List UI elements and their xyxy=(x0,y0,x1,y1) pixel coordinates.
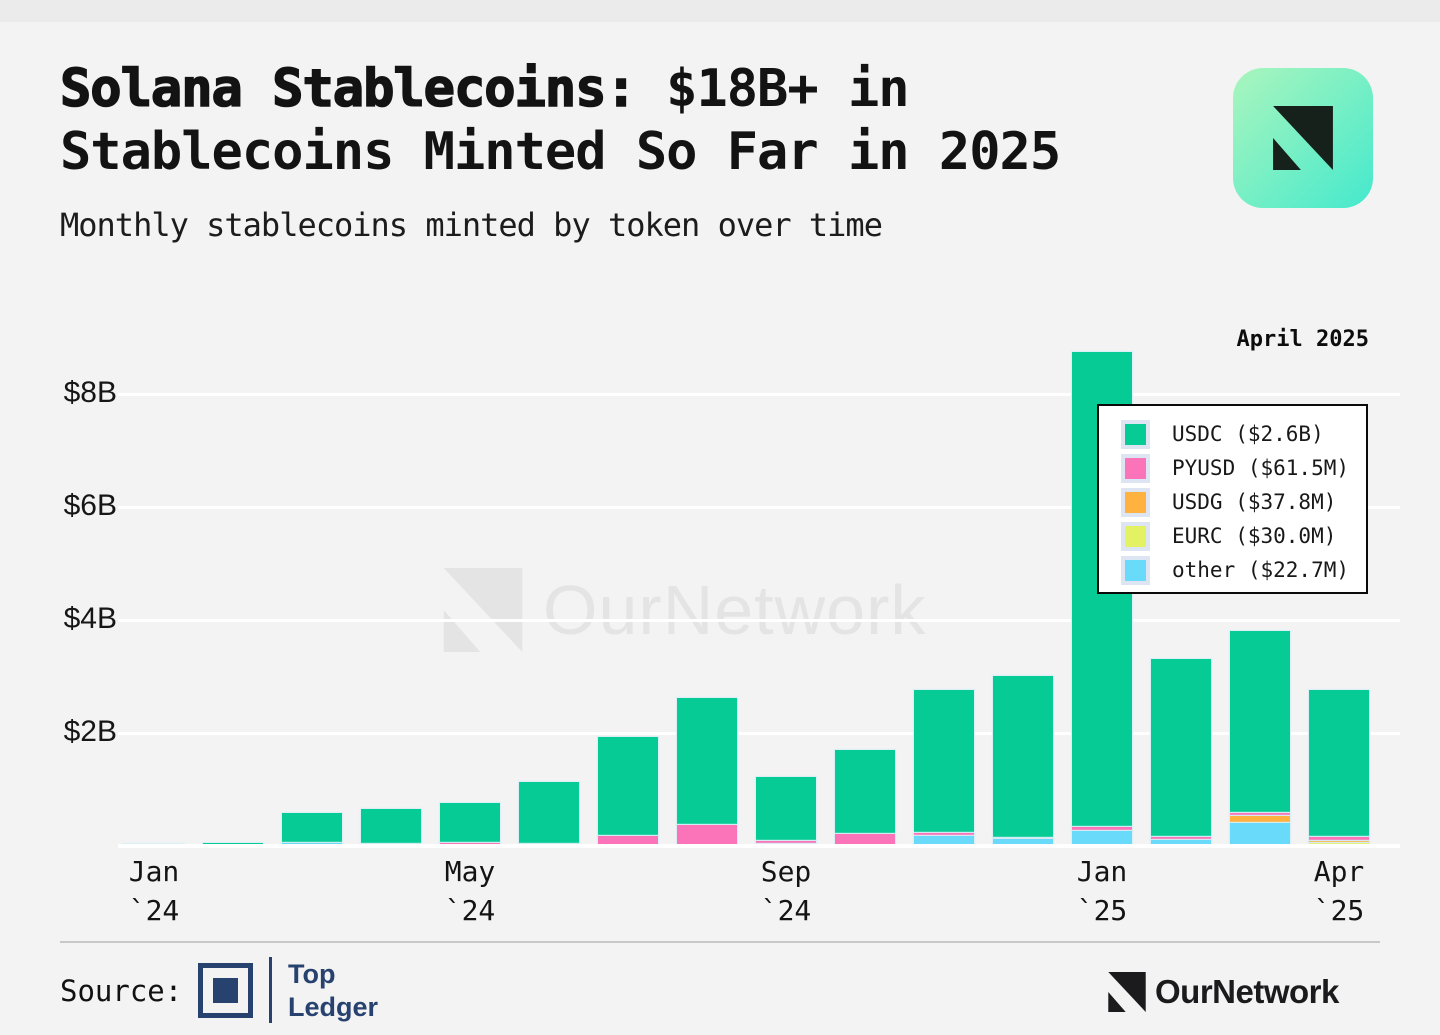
segment-usdg xyxy=(1309,840,1369,843)
source-name: Top Ledger xyxy=(288,958,378,1024)
footer-brand-name: OurNetwork xyxy=(1155,973,1339,1010)
segment-pyusd xyxy=(993,837,1053,840)
legend-swatch-usdg xyxy=(1121,487,1150,517)
segment-other xyxy=(1072,830,1132,846)
chart-subtitle: Monthly stablecoins minted by token over… xyxy=(60,206,883,244)
watermark: OurNetwork xyxy=(443,568,926,652)
segment-pyusd xyxy=(1309,837,1369,841)
segment-pyusd xyxy=(1072,826,1132,831)
title-line-1: Solana Stablecoins: $18B+ in xyxy=(59,58,1060,121)
source-name-line-1: Top xyxy=(288,959,336,989)
bar-aug-24 xyxy=(677,697,737,846)
segment-usdc xyxy=(914,689,974,834)
y-tick-$4B: $4B xyxy=(63,602,117,635)
segment-usdc xyxy=(519,781,579,844)
top-ledger-logo-icon xyxy=(198,963,253,1018)
segment-pyusd xyxy=(1230,813,1290,817)
gridline-$2B xyxy=(118,732,1400,735)
legend-swatch-other xyxy=(1121,555,1150,585)
segment-usdc xyxy=(993,675,1053,838)
x-tick-sep-24: Sep `24 xyxy=(760,855,812,927)
title-strong: Solana Stablecoins: xyxy=(59,58,637,120)
segment-usdc xyxy=(282,813,342,844)
x-axis-line xyxy=(118,844,1400,848)
bar-apr-24 xyxy=(361,809,421,846)
segment-usdc xyxy=(756,777,816,841)
footer-brand-glyph-icon xyxy=(1108,972,1146,1012)
segment-usdc xyxy=(1309,690,1369,838)
segment-pyusd xyxy=(756,840,816,844)
legend-swatch-usdc xyxy=(1121,419,1150,449)
gridline-$8B xyxy=(118,393,1400,396)
bar-may-24 xyxy=(440,802,500,846)
segment-pyusd xyxy=(677,825,737,846)
x-tick-apr-25: Apr `25 xyxy=(1313,855,1365,927)
title-line-2: Stablecoins Minted So Far in 2025 xyxy=(60,122,1061,182)
segment-usdc xyxy=(835,749,895,835)
segment-other xyxy=(914,835,974,846)
gridline-$6B xyxy=(118,506,1400,509)
top-ledger-logo-inner-square xyxy=(213,978,238,1003)
segment-usdc xyxy=(598,736,658,836)
watermark-glyph-icon xyxy=(443,568,523,652)
title-rest: $18B+ in xyxy=(635,59,909,119)
segment-usdc xyxy=(1230,630,1290,814)
source-label: Source: xyxy=(60,974,183,1008)
bar-oct-24 xyxy=(835,749,895,846)
bar-apr-25 xyxy=(1309,690,1369,846)
legend-label-other: other ($22.7M) xyxy=(1172,558,1350,582)
y-tick-$6B: $6B xyxy=(63,489,117,522)
bar-nov-24 xyxy=(914,689,974,846)
source-vertical-divider xyxy=(269,957,272,1023)
y-tick-$2B: $2B xyxy=(63,715,117,748)
legend-item-usdg: USDG ($37.8M) xyxy=(1099,485,1366,519)
legend-item-other: other ($22.7M) xyxy=(1099,553,1366,587)
bar-dec-24 xyxy=(993,675,1053,846)
segment-usdc xyxy=(677,697,737,826)
footer-divider xyxy=(60,941,1380,943)
y-tick-$8B: $8B xyxy=(63,376,117,409)
x-tick-jan-25: Jan `25 xyxy=(1076,855,1128,927)
legend-swatch-pyusd xyxy=(1121,453,1150,483)
legend-swatch-eurc xyxy=(1121,521,1150,551)
legend: USDC ($2.6B) PYUSD ($61.5M) USDG ($37.8M) E… xyxy=(1097,404,1368,594)
gridline-$4B xyxy=(118,619,1400,622)
bar-mar-24 xyxy=(282,813,342,846)
segment-usdc xyxy=(1151,658,1211,837)
legend-label-usdc: USDC ($2.6B) xyxy=(1172,422,1324,446)
ournetwork-glyph-icon xyxy=(1273,106,1333,170)
segment-eurc xyxy=(1309,842,1369,845)
top-strip xyxy=(0,0,1440,22)
segment-pyusd xyxy=(1151,836,1211,840)
segment-pyusd xyxy=(835,834,895,846)
bar-sep-24 xyxy=(756,777,816,846)
legend-label-eurc: EURC ($30.0M) xyxy=(1172,524,1337,548)
bar-jul-24 xyxy=(598,736,658,846)
segment-usdc xyxy=(361,809,421,845)
segment-pyusd xyxy=(598,835,658,846)
segment-usdc xyxy=(440,802,500,844)
bar-jun-24 xyxy=(519,781,579,846)
legend-label-usdg: USDG ($37.8M) xyxy=(1172,490,1337,514)
x-tick-jan-24: Jan `24 xyxy=(128,855,180,927)
segment-other xyxy=(1151,839,1211,846)
watermark-text: OurNetwork xyxy=(543,571,927,649)
footer-brand: OurNetwork xyxy=(1108,972,1339,1012)
legend-item-usdc: USDC ($2.6B) xyxy=(1099,417,1366,451)
segment-other xyxy=(1230,822,1290,846)
ournetwork-logo-badge xyxy=(1233,68,1373,208)
bar-mar-25 xyxy=(1230,630,1290,846)
legend-item-pyusd: PYUSD ($61.5M) xyxy=(1099,451,1366,485)
source-name-line-2: Ledger xyxy=(288,992,379,1022)
segment-usdg xyxy=(1230,816,1290,823)
bar-feb-25 xyxy=(1151,658,1211,846)
segment-pyusd xyxy=(914,833,974,836)
segment-other xyxy=(993,839,1053,846)
page-title: Solana Stablecoins: $18B+ in Stablecoins… xyxy=(59,58,1061,184)
x-tick-may-24: May `24 xyxy=(444,855,496,927)
legend-item-eurc: EURC ($30.0M) xyxy=(1099,519,1366,553)
legend-label-pyusd: PYUSD ($61.5M) xyxy=(1172,456,1350,480)
period-annotation: April 2025 xyxy=(1236,327,1369,352)
